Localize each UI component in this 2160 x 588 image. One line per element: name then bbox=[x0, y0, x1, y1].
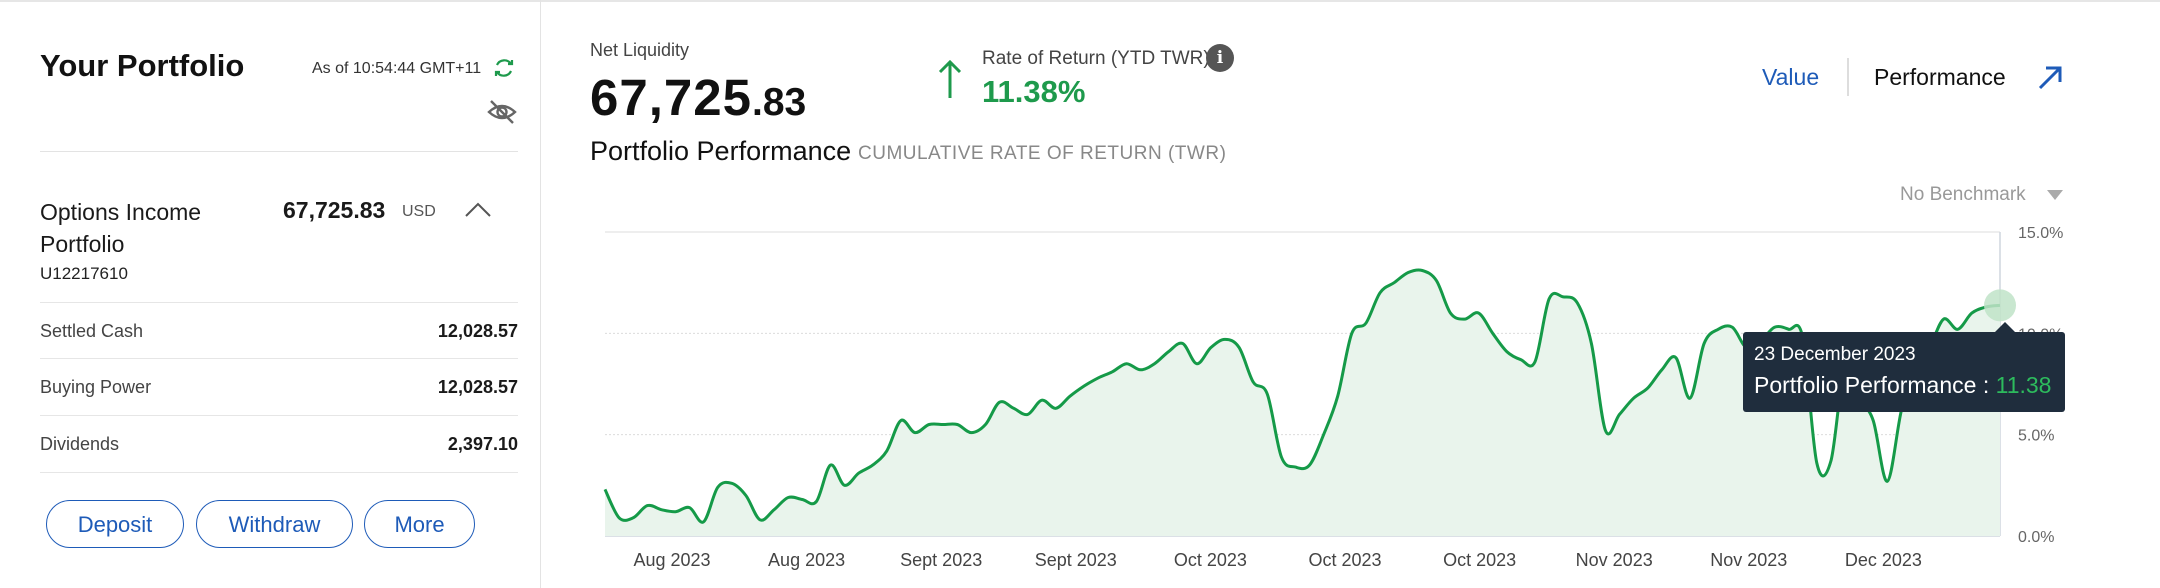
series-area bbox=[605, 269, 2000, 536]
x-tick-label: Dec 2023 bbox=[1845, 550, 1922, 570]
series-line bbox=[603, 268, 2001, 524]
dividends-label: Dividends bbox=[40, 434, 120, 454]
x-tick-label: Oct 2023 bbox=[1174, 550, 1247, 570]
account-id: U12217610 bbox=[40, 264, 128, 283]
chart-title: Portfolio Performance bbox=[590, 136, 852, 166]
chevron-up-icon[interactable] bbox=[462, 198, 494, 222]
y-tick-label: 5.0% bbox=[2018, 428, 2054, 445]
account-value: 67,725.83 bbox=[283, 197, 386, 223]
tooltip-value: 11.38 bbox=[1995, 372, 2052, 398]
info-icon[interactable]: i bbox=[1206, 44, 1234, 72]
settled-cash-row: Settled Cash 12,028.57 bbox=[40, 302, 518, 358]
dividends-row: Dividends 2,397.10 bbox=[40, 415, 518, 471]
y-tick-label: 0.0% bbox=[2018, 529, 2054, 546]
x-tick-label: Oct 2023 bbox=[1443, 550, 1516, 570]
withdraw-button[interactable]: Withdraw bbox=[196, 500, 353, 548]
tooltip-date: 23 December 2023 bbox=[1754, 344, 1916, 365]
tooltip-label: Portfolio Performance : bbox=[1754, 372, 1996, 398]
x-tick-label: Sept 2023 bbox=[1035, 550, 1117, 570]
hide-values-icon[interactable] bbox=[486, 96, 518, 128]
net-liquidity-whole: 67,725 bbox=[590, 69, 752, 126]
tab-separator bbox=[1847, 58, 1849, 96]
x-tick-label: Aug 2023 bbox=[768, 550, 845, 570]
arrow-up-icon bbox=[938, 59, 962, 98]
settled-cash-label: Settled Cash bbox=[40, 321, 144, 341]
chart-subtitle: CUMULATIVE RATE OF RETURN (TWR) bbox=[858, 143, 1227, 164]
divider bbox=[40, 472, 518, 473]
y-tick-label: 15.0% bbox=[2018, 225, 2063, 242]
x-tick-label: Aug 2023 bbox=[633, 550, 710, 570]
x-tick-label: Nov 2023 bbox=[1576, 550, 1653, 570]
top-border bbox=[0, 0, 2160, 2]
divider bbox=[40, 151, 518, 152]
caret-down-icon[interactable] bbox=[2046, 189, 2064, 201]
tab-performance[interactable]: Performance bbox=[1874, 64, 2006, 90]
account-currency: USD bbox=[402, 203, 436, 220]
expand-arrow-icon[interactable] bbox=[2036, 64, 2064, 92]
settled-cash-value: 12,028.57 bbox=[437, 321, 518, 341]
net-liquidity-label: Net Liquidity bbox=[590, 40, 690, 60]
net-liquidity-value: 67,725.83 bbox=[590, 68, 806, 127]
as-of-timestamp: As of 10:54:44 GMT+11 bbox=[312, 60, 482, 77]
account-name: Options Income Portfolio bbox=[40, 199, 202, 257]
x-tick-label: Sept 2023 bbox=[900, 550, 982, 570]
dividends-value: 2,397.10 bbox=[447, 434, 518, 454]
tooltip-line: Portfolio Performance : 11.38 bbox=[1754, 372, 2051, 399]
buying-power-row: Buying Power 12,028.57 bbox=[40, 358, 518, 414]
rate-of-return-label: Rate of Return (YTD TWR) bbox=[982, 48, 1210, 69]
x-tick-label: Oct 2023 bbox=[1308, 550, 1381, 570]
chart-tooltip: 23 December 2023 Portfolio Performance :… bbox=[1743, 322, 2065, 412]
portfolio-panel: Your Portfolio As of 10:54:44 GMT+11 Opt… bbox=[0, 0, 541, 588]
deposit-button[interactable]: Deposit bbox=[46, 500, 184, 548]
tab-value[interactable]: Value bbox=[1762, 64, 1820, 90]
buying-power-label: Buying Power bbox=[40, 377, 152, 397]
more-button[interactable]: More bbox=[364, 500, 475, 548]
highlight-marker bbox=[1984, 289, 2016, 322]
buying-power-value: 12,028.57 bbox=[437, 377, 518, 397]
benchmark-select[interactable]: No Benchmark bbox=[1900, 184, 2026, 205]
net-liquidity-fraction: .83 bbox=[752, 81, 807, 124]
rate-of-return-value: 11.38% bbox=[982, 74, 1086, 109]
x-tick-label: Nov 2023 bbox=[1710, 550, 1787, 570]
refresh-icon[interactable] bbox=[492, 56, 516, 80]
portfolio-title: Your Portfolio bbox=[40, 48, 245, 83]
